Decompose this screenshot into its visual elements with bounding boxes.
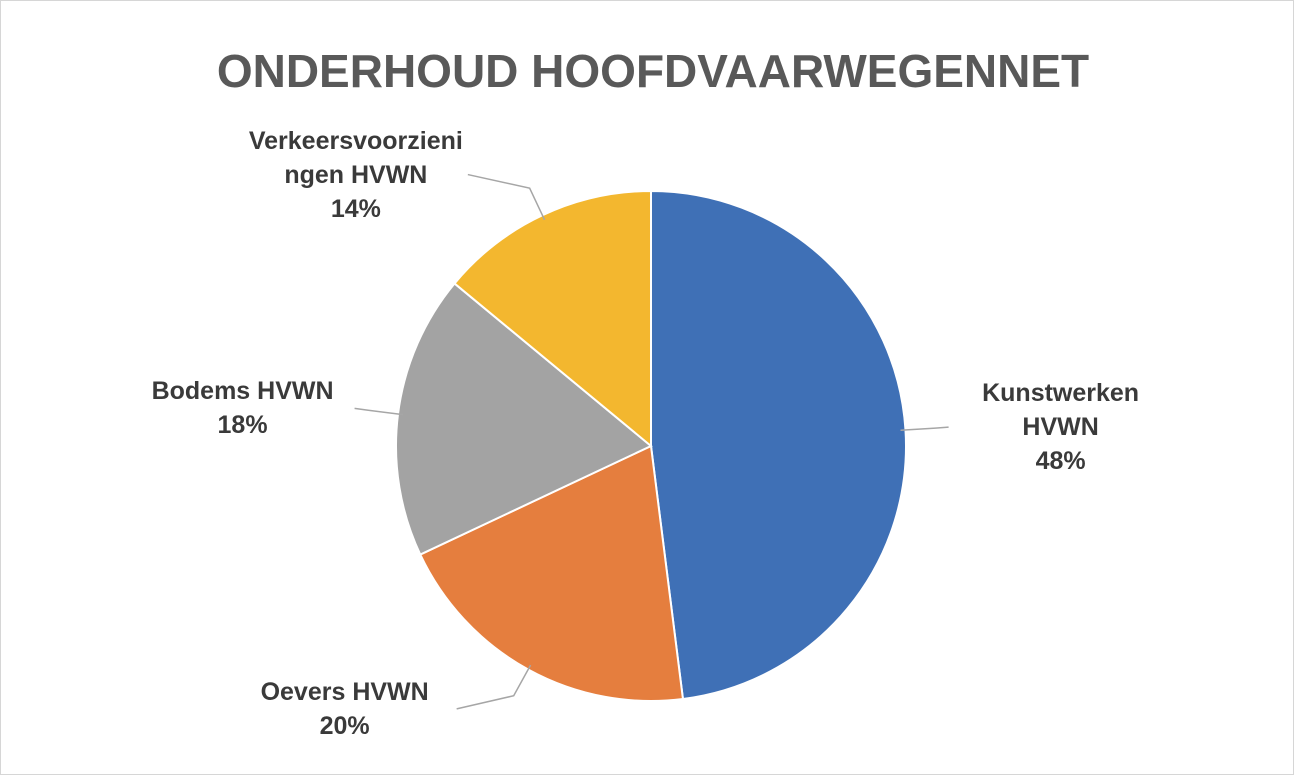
leader-line (456, 664, 532, 710)
percent-label: 14% (330, 194, 381, 223)
category-label: Oevers HVWN (260, 677, 429, 706)
data-label: Verkeersvoorzieningen HVWN 14% (248, 124, 463, 226)
leader-line (354, 407, 404, 416)
data-label: Bodems HVWN 18% (135, 374, 350, 442)
data-label: Kunstwerken HVWN 48% (953, 376, 1168, 478)
category-label: Kunstwerken HVWN (982, 379, 1140, 442)
data-label: Oevers HVWN 20% (237, 675, 452, 743)
leader-line (467, 173, 546, 221)
chart-title: ONDERHOUD HOOFDVAARWEGENNET (217, 45, 1089, 97)
pie-slice (650, 189, 907, 701)
percent-label: 20% (319, 711, 370, 740)
leader-line (900, 426, 949, 432)
percent-label: 48% (1035, 447, 1086, 476)
percent-label: 18% (217, 411, 268, 440)
category-label: Verkeersvoorzieningen HVWN (248, 126, 463, 189)
category-label: Bodems HVWN (151, 377, 334, 406)
